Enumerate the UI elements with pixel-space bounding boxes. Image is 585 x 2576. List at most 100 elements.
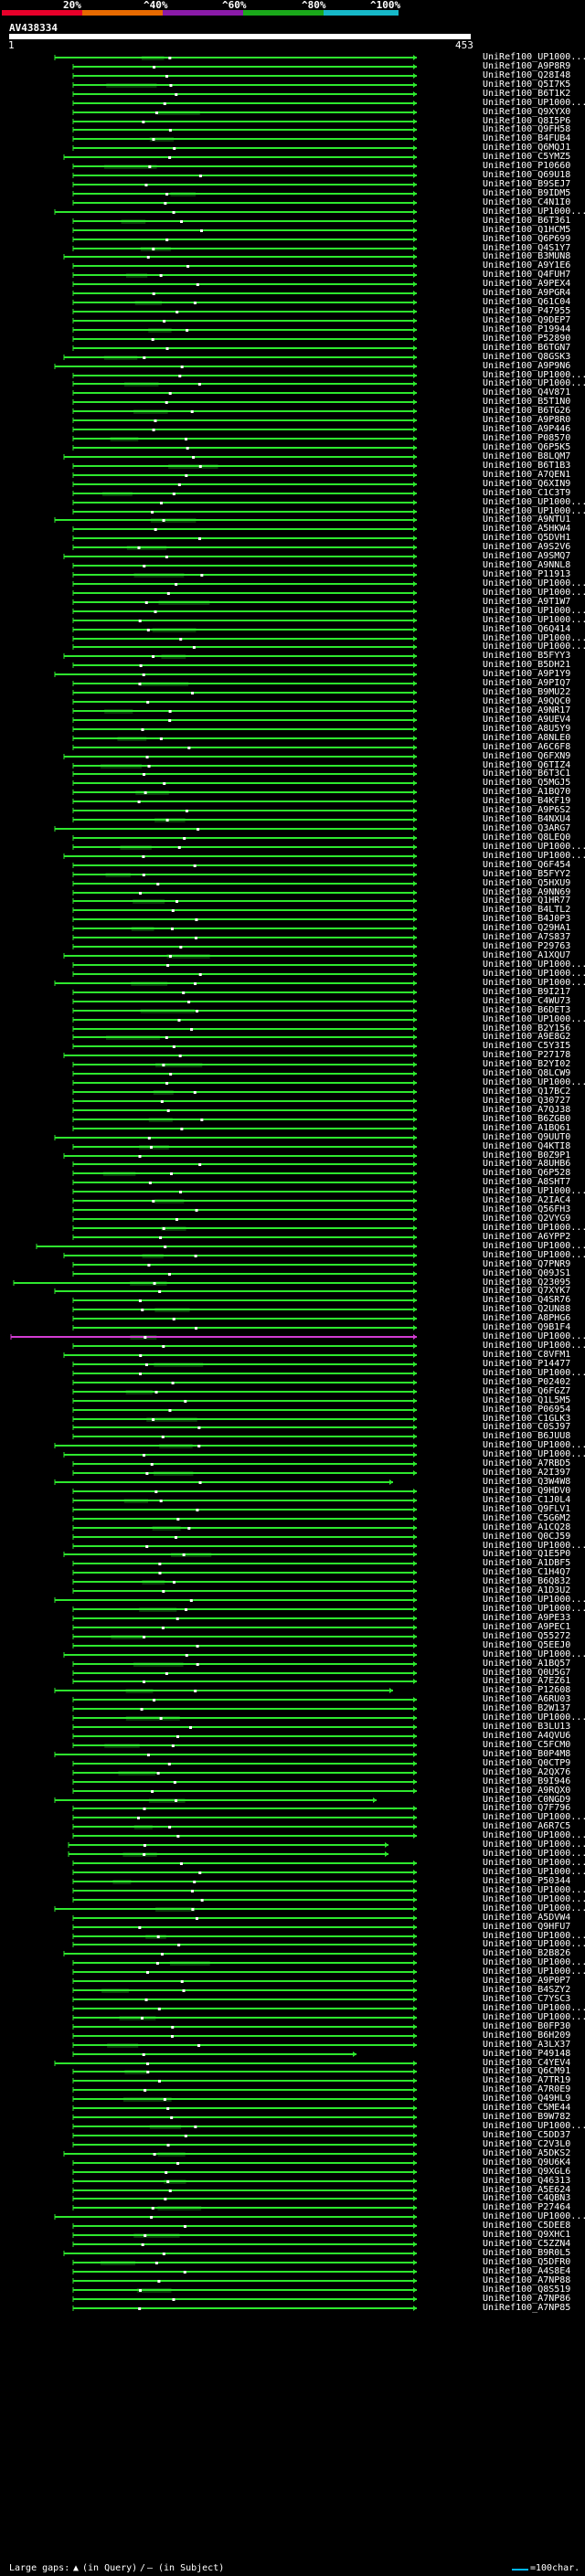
hit-label[interactable]: UniRef100_UP1000... <box>483 1830 585 1840</box>
hit-label[interactable]: UniRef100_UP1000... <box>483 1957 585 1967</box>
hit-label[interactable]: UniRef100_B9W782 <box>483 2112 571 2122</box>
hit-label[interactable]: UniRef100_B4J0P3 <box>483 914 571 924</box>
hit-label[interactable]: UniRef100_C5Y3I5 <box>483 1041 571 1051</box>
hit-label[interactable]: UniRef100_A1DBF5 <box>483 1558 571 1568</box>
hit-label[interactable]: UniRef100_Q9HFU7 <box>483 1922 571 1932</box>
hit-label[interactable]: UniRef100_C1H4Q7 <box>483 1567 571 1577</box>
hit-label[interactable]: UniRef100_B0Z9P1 <box>483 1150 571 1161</box>
hit-label[interactable]: UniRef100_A9RQX0 <box>483 1786 571 1796</box>
hit-label[interactable]: UniRef100_Q9XGL6 <box>483 2167 571 2177</box>
hit-label[interactable]: UniRef100_Q5DFR0 <box>483 2257 571 2267</box>
hit-label[interactable]: UniRef100_UP1000... <box>483 1014 585 1024</box>
hit-label[interactable]: UniRef100_UP1000... <box>483 959 585 970</box>
hit-label[interactable]: UniRef100_Q7F796 <box>483 1803 571 1813</box>
hit-label[interactable]: UniRef100_B6DET3 <box>483 1005 571 1015</box>
hit-label[interactable]: UniRef100_UP1000... <box>483 1931 585 1941</box>
hit-label[interactable]: UniRef100_A6RU03 <box>483 1694 571 1704</box>
hit-label[interactable]: UniRef100_A8PHG6 <box>483 1313 571 1323</box>
hit-label[interactable]: UniRef100_B4SZY2 <box>483 1985 571 1995</box>
hit-label[interactable]: UniRef100_B3MUN8 <box>483 251 571 261</box>
hit-label[interactable]: UniRef100_A7RBD5 <box>483 1458 571 1468</box>
hit-label[interactable]: UniRef100_UP1000... <box>483 1712 585 1723</box>
hit-label[interactable]: UniRef100_UP1000... <box>483 1604 585 1614</box>
hit-label[interactable]: UniRef100_B4NXU4 <box>483 814 571 824</box>
hit-label[interactable]: UniRef100_C5G6M2 <box>483 1513 571 1523</box>
hit-label[interactable]: UniRef100_Q09JS1 <box>483 1268 571 1278</box>
hit-label[interactable]: UniRef100_Q29HA1 <box>483 923 571 933</box>
hit-label[interactable]: UniRef100_A1BQ61 <box>483 1123 571 1133</box>
hit-label[interactable]: UniRef100_A7QEN1 <box>483 470 571 480</box>
hit-label[interactable]: UniRef100_Q5DVH1 <box>483 533 571 543</box>
hit-label[interactable]: UniRef100_Q1L5M5 <box>483 1395 571 1405</box>
hit-label[interactable]: UniRef100_Q49HL9 <box>483 2094 571 2104</box>
hit-label[interactable]: UniRef100_B2W137 <box>483 1703 571 1713</box>
hit-label[interactable]: UniRef100_P50344 <box>483 1876 571 1886</box>
hit-label[interactable]: UniRef100_Q46313 <box>483 2176 571 2186</box>
hit-label[interactable]: UniRef100_A9P8R0 <box>483 415 571 425</box>
hit-label[interactable]: UniRef100_B6T361 <box>483 216 571 226</box>
hit-label[interactable]: UniRef100_A2IAC4 <box>483 1195 571 1205</box>
hit-label[interactable]: UniRef100_A4QVU6 <box>483 1731 571 1741</box>
hit-label[interactable]: UniRef100_Q5HXU9 <box>483 878 571 888</box>
hit-label[interactable]: UniRef100_B9I946 <box>483 1776 571 1786</box>
hit-label[interactable]: UniRef100_A6C6F8 <box>483 742 571 752</box>
hit-label[interactable]: UniRef100_A9NN69 <box>483 887 571 897</box>
hit-label[interactable]: UniRef100_Q6TIZ4 <box>483 760 571 770</box>
hit-label[interactable]: UniRef100_UP1000... <box>483 1894 585 1904</box>
hit-label[interactable]: UniRef100_A7NP85 <box>483 2303 571 2313</box>
hit-label[interactable]: UniRef100_Q9HDV0 <box>483 1486 571 1496</box>
hit-label[interactable]: UniRef100_A7EZ61 <box>483 1676 571 1686</box>
hit-label[interactable]: UniRef100_C5DEE8 <box>483 2221 571 2231</box>
hit-label[interactable]: UniRef100_Q9XYX0 <box>483 107 571 117</box>
hit-label[interactable]: UniRef100_Q8S519 <box>483 2284 571 2295</box>
hit-label[interactable]: UniRef100_P14477 <box>483 1359 571 1369</box>
hit-label[interactable]: UniRef100_P06954 <box>483 1405 571 1415</box>
hit-label[interactable]: UniRef100_P10660 <box>483 161 571 171</box>
hit-label[interactable]: UniRef100_B0P4M8 <box>483 1749 571 1759</box>
hit-label[interactable]: UniRef100_UP1000... <box>483 1331 585 1341</box>
hit-label[interactable]: UniRef100_UP1000... <box>483 1241 585 1251</box>
hit-label[interactable]: UniRef100_Q7XYK7 <box>483 1286 571 1296</box>
hit-label[interactable]: UniRef100_A8NLE0 <box>483 733 571 743</box>
hit-label[interactable]: UniRef100_C4N1I0 <box>483 197 571 207</box>
hit-label[interactable]: UniRef100_C5ME44 <box>483 2103 571 2113</box>
hit-label[interactable]: UniRef100_A9PGR4 <box>483 288 571 298</box>
hit-label[interactable]: UniRef100_UP1000... <box>483 1649 585 1659</box>
hit-label[interactable]: UniRef100_Q4S1Y7 <box>483 243 571 253</box>
hit-label[interactable]: UniRef100_UP1000... <box>483 1966 585 1977</box>
hit-label[interactable]: UniRef100_Q69U18 <box>483 170 571 180</box>
hit-label[interactable]: UniRef100_P27464 <box>483 2202 571 2212</box>
hit-label[interactable]: UniRef100_A9P0P7 <box>483 1976 571 1986</box>
hit-label[interactable]: UniRef100_B4LTL2 <box>483 905 571 915</box>
hit-label[interactable]: UniRef100_P27178 <box>483 1050 571 1060</box>
hit-label[interactable]: UniRef100_P29763 <box>483 941 571 951</box>
hit-label[interactable]: UniRef100_P19944 <box>483 324 571 334</box>
hit-label[interactable]: UniRef100_A9P446 <box>483 424 571 434</box>
hit-label[interactable]: UniRef100_Q6MQJ1 <box>483 143 571 153</box>
hit-label[interactable]: UniRef100_UP1000... <box>483 1849 585 1859</box>
hit-label[interactable]: UniRef100_C5ZZN4 <box>483 2239 571 2249</box>
hit-label[interactable]: UniRef100_P12608 <box>483 1685 571 1695</box>
hit-label[interactable]: UniRef100_A9E8G2 <box>483 1032 571 1042</box>
hit-label[interactable]: UniRef100_UP1000... <box>483 842 585 852</box>
hit-label[interactable]: UniRef100_A9Y1E6 <box>483 260 571 270</box>
hit-label[interactable]: UniRef100_UP1000... <box>483 1939 585 1949</box>
hit-label[interactable]: UniRef100_A4S8E4 <box>483 2266 571 2276</box>
hit-label[interactable]: UniRef100_Q1HCM5 <box>483 225 571 235</box>
hit-label[interactable]: UniRef100_UP1000... <box>483 1867 585 1877</box>
hit-label[interactable]: UniRef100_Q5EEJ0 <box>483 1640 571 1650</box>
hit-label[interactable]: UniRef100_UP1000... <box>483 1223 585 1233</box>
hit-label[interactable]: UniRef100_UP1000... <box>483 851 585 861</box>
hit-label[interactable]: UniRef100_B9MU22 <box>483 687 571 697</box>
hit-label[interactable]: UniRef100_C0SJ97 <box>483 1422 571 1432</box>
hit-label[interactable]: UniRef100_C8VFM1 <box>483 1350 571 1360</box>
hit-label[interactable]: UniRef100_Q6XIN9 <box>483 479 571 489</box>
hit-label[interactable]: UniRef100_B8LQM7 <box>483 451 571 461</box>
hit-label[interactable]: UniRef100_A9P9N6 <box>483 361 571 371</box>
hit-label[interactable]: UniRef100_Q4SR76 <box>483 1295 571 1305</box>
hit-label[interactable]: UniRef100_P08570 <box>483 433 571 443</box>
hit-label[interactable]: UniRef100_UP1000... <box>483 378 585 388</box>
hit-label[interactable]: UniRef100_UP1000... <box>483 1595 585 1605</box>
hit-label[interactable]: UniRef100_UP1000... <box>483 506 585 516</box>
hit-label[interactable]: UniRef100_C7YSC3 <box>483 1994 571 2004</box>
